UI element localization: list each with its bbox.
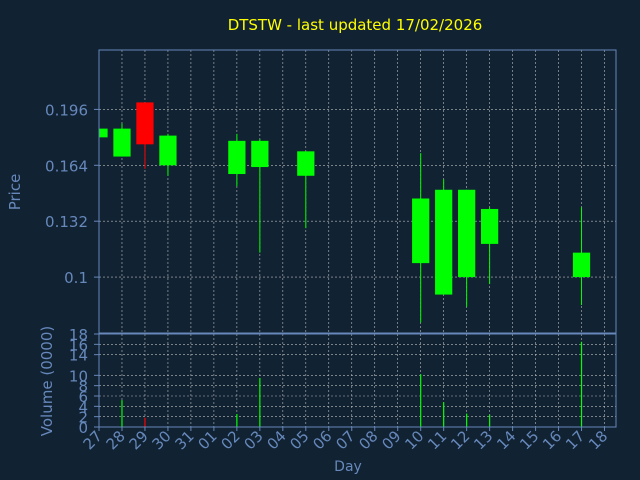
candle-body xyxy=(572,252,591,278)
candlestick-series xyxy=(98,102,591,323)
price-plot-frame xyxy=(98,49,617,334)
price-y-ticks: 0.1 0.132 0.164 0.196 xyxy=(45,101,99,287)
volume-axis-label: Volume (0000) xyxy=(38,326,56,436)
price-axis-label: Price xyxy=(6,174,24,211)
price-tick-label: 0.196 xyxy=(45,101,88,119)
candle-body xyxy=(458,189,476,278)
day-x-ticks: 2728293031010203040506070809101112131415… xyxy=(80,427,611,453)
candle xyxy=(98,128,108,138)
candle xyxy=(228,133,246,187)
candle-body xyxy=(251,140,269,168)
candle-body xyxy=(435,189,453,295)
volume-tick-label: 10 xyxy=(69,367,88,385)
candle-body xyxy=(99,128,108,138)
candle xyxy=(481,207,499,285)
candle xyxy=(458,189,476,307)
day-axis-label: Day xyxy=(334,459,362,475)
candle xyxy=(297,151,315,229)
candle xyxy=(251,139,269,253)
price-tick-label: 0.1 xyxy=(64,269,88,287)
candle xyxy=(159,133,177,176)
volume-tick-label: 8 xyxy=(78,378,88,396)
candle-body xyxy=(136,102,154,145)
volume-tick-label: 14 xyxy=(69,347,88,365)
candle xyxy=(113,123,131,157)
volume-tick-label: 6 xyxy=(78,388,88,406)
candle xyxy=(412,153,430,323)
volume-plot-frame xyxy=(98,333,617,428)
candle-body xyxy=(297,151,315,176)
candle xyxy=(136,102,154,169)
chart-title: DTSTW - last updated 17/02/2026 xyxy=(228,16,483,34)
volume-bar-series xyxy=(121,341,583,427)
candle-body xyxy=(113,128,131,157)
candle-body xyxy=(412,198,430,264)
price-panel: 0.1 0.132 0.164 0.196 Price xyxy=(6,49,617,334)
price-tick-label: 0.164 xyxy=(45,157,88,175)
candle xyxy=(435,179,453,295)
candle-body xyxy=(481,208,499,244)
candle-body xyxy=(228,140,246,175)
candle-body xyxy=(159,135,177,166)
volume-tick-label: 2 xyxy=(78,409,88,427)
volume-tick-label: 0 xyxy=(78,419,88,437)
price-tick-label: 0.132 xyxy=(45,213,88,231)
volume-tick-label: 18 xyxy=(69,326,88,344)
volume-tick-label: 16 xyxy=(69,336,88,354)
volume-tick-label: 4 xyxy=(78,398,88,416)
candle xyxy=(572,207,591,306)
